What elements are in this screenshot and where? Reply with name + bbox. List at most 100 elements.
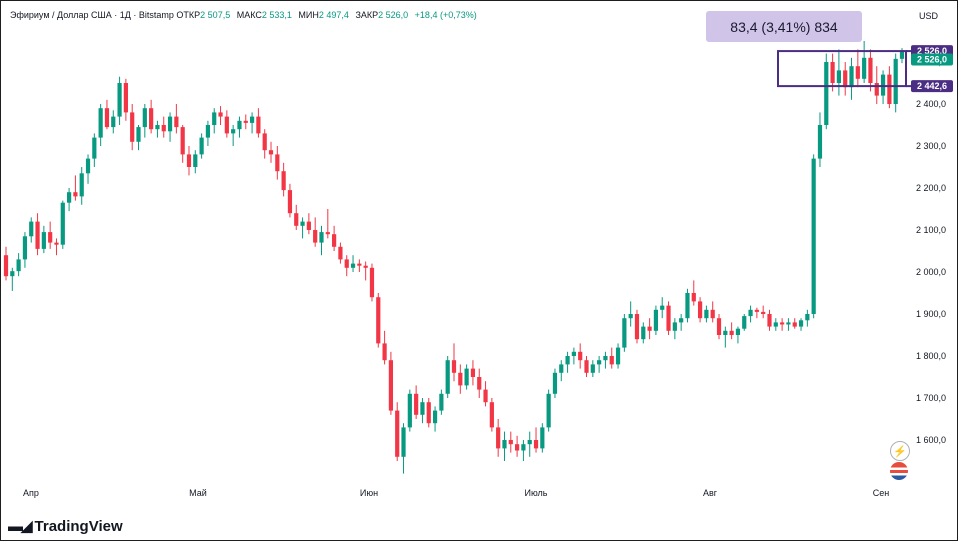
- candle-body: [496, 427, 501, 449]
- candle-body: [180, 127, 185, 155]
- candle-body: [193, 154, 198, 167]
- candle-body: [590, 364, 595, 373]
- candle-body: [104, 108, 110, 128]
- currency-label[interactable]: USD: [918, 11, 938, 21]
- candle-body: [167, 116, 173, 132]
- candle-body: [395, 410, 400, 457]
- candle-body: [546, 393, 551, 428]
- candle-body: [388, 360, 394, 411]
- open-value: 2 507,5: [200, 10, 231, 20]
- candle-body: [275, 154, 280, 172]
- candle-body: [41, 232, 46, 249]
- candle-body: [123, 83, 128, 113]
- candle-body: [477, 377, 482, 390]
- candle-body: [615, 347, 621, 365]
- candle-body: [54, 242, 59, 245]
- candle-body: [29, 221, 34, 237]
- us-flag-icon[interactable]: [890, 462, 908, 480]
- candle-body: [584, 360, 589, 373]
- candle-body: [887, 74, 892, 104]
- candle-body: [666, 305, 671, 331]
- candle-body: [685, 293, 690, 319]
- candle-body: [306, 221, 311, 230]
- candle-body: [249, 116, 255, 123]
- candle-body: [565, 356, 570, 365]
- candle-body: [16, 259, 21, 272]
- candle-body: [508, 440, 513, 445]
- candle-body: [836, 70, 842, 83]
- candle-body: [716, 318, 722, 335]
- candle-body: [237, 120, 242, 130]
- lightning-icon[interactable]: ⚡: [890, 441, 910, 461]
- x-tick-label: Апр: [23, 488, 39, 498]
- candle-body: [382, 343, 387, 361]
- candle-body: [855, 66, 860, 79]
- candle-body: [212, 112, 217, 125]
- candle-body: [470, 368, 476, 377]
- candle-body: [136, 127, 141, 142]
- candle-body: [376, 297, 381, 344]
- candle-body: [502, 440, 507, 449]
- candle-body: [73, 192, 78, 197]
- candle-body: [199, 137, 204, 155]
- candle-body: [672, 322, 677, 331]
- symbol-legend: Эфириум / Доллар США · 1Д · Bitstamp ОТК…: [10, 10, 481, 20]
- price-tag-label: 2 442,6: [917, 81, 947, 91]
- candle-body: [205, 125, 211, 138]
- price-tag-label: 2 526,0: [917, 54, 947, 64]
- y-tick-label: 1 700,0: [916, 393, 946, 403]
- candle-body: [350, 263, 356, 268]
- candle-body: [338, 246, 343, 260]
- y-tick-label: 2 400,0: [916, 99, 946, 109]
- candle-body: [243, 120, 248, 123]
- x-tick-label: Авг: [703, 488, 718, 498]
- candle-body: [281, 171, 286, 191]
- candle-body: [287, 190, 293, 214]
- candle-body: [805, 314, 810, 321]
- x-tick-label: Май: [189, 488, 207, 498]
- candle-body: [571, 351, 576, 356]
- candle-body: [111, 116, 116, 128]
- low-value: 2 497,4: [318, 10, 349, 20]
- candle-body: [294, 213, 299, 226]
- candle-body: [117, 83, 122, 117]
- candle-body: [426, 402, 431, 424]
- x-tick-label: Июль: [525, 488, 548, 498]
- price-tag: [911, 80, 953, 93]
- candle-body: [735, 328, 741, 335]
- candle-body: [66, 192, 72, 203]
- candle-body: [761, 311, 766, 314]
- candle-body: [514, 444, 520, 451]
- candle-body: [767, 314, 772, 327]
- candle-body: [849, 66, 854, 88]
- candle-body: [647, 326, 652, 331]
- candle-body: [420, 402, 425, 415]
- y-tick-label: 2 300,0: [916, 141, 946, 151]
- candle-body: [754, 309, 759, 312]
- candle-body: [98, 108, 103, 138]
- candle-body: [552, 372, 558, 394]
- candle-body: [489, 402, 494, 428]
- candle-body: [811, 158, 816, 314]
- candle-body: [319, 232, 324, 243]
- candle-body: [830, 62, 835, 83]
- candle-body: [155, 125, 160, 130]
- tradingview-logo[interactable]: ▬◢ TradingView: [8, 517, 123, 536]
- candle-body: [10, 271, 15, 277]
- price-tag-label: 2 526,0: [917, 46, 947, 56]
- y-tick-label: 2 000,0: [916, 267, 946, 277]
- candle-body: [262, 133, 267, 151]
- candle-body: [325, 232, 330, 235]
- candle-body: [704, 309, 709, 319]
- candle-body: [521, 444, 526, 451]
- candle-body: [792, 322, 797, 327]
- candle-body: [679, 318, 684, 323]
- candle-body: [332, 234, 337, 247]
- tradingview-mark-icon: ▬◢: [8, 518, 33, 535]
- candle-body: [231, 129, 236, 134]
- candle-body: [710, 309, 715, 319]
- change-value: +18,4 (+0,73%): [414, 10, 477, 20]
- open-label: ОТКР: [176, 10, 201, 20]
